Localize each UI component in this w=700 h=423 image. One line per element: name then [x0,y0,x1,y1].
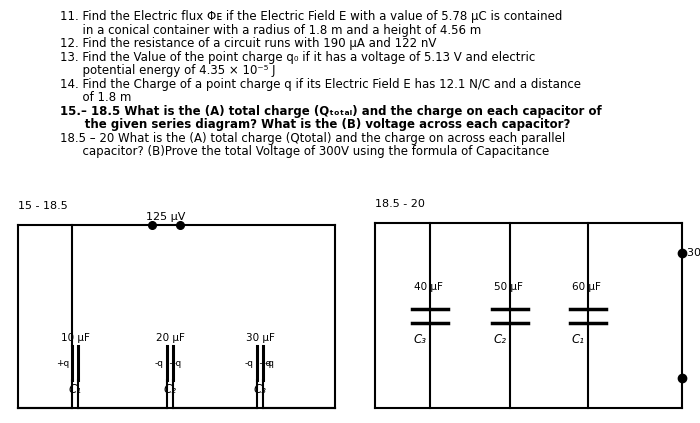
Text: -q: -q [266,359,275,368]
Text: C₃: C₃ [253,383,267,396]
Text: +q: +q [56,359,69,368]
Text: capacitor? (B)Prove the total Voltage of 300V using the formula of Capacitance: capacitor? (B)Prove the total Voltage of… [60,145,550,158]
Text: 20 μF: 20 μF [155,333,184,343]
Text: 60 μF: 60 μF [572,281,601,291]
Text: 18.5 – 20 What is the (A) total charge (Qtotal) and the charge on across each pa: 18.5 – 20 What is the (A) total charge (… [60,132,566,145]
Text: 14. Find the Charge of a point charge q if its Electric Field E has 12.1 N/C and: 14. Find the Charge of a point charge q … [60,77,581,91]
Text: C₃: C₃ [414,332,427,346]
Text: 50 μF: 50 μF [494,281,523,291]
Text: 11. Find the Electric flux Φᴇ if the Electric Field E with a value of 5.78 μC is: 11. Find the Electric flux Φᴇ if the Ele… [60,10,562,23]
Text: 18.5 - 20: 18.5 - 20 [375,199,425,209]
Text: -q: -q [245,359,254,368]
Text: of 1.8 m: of 1.8 m [60,91,132,104]
Text: -q: -q [155,359,164,368]
Text: 300 V: 300 V [687,248,700,258]
Text: 40 μF: 40 μF [414,281,443,291]
Text: C₁: C₁ [69,383,81,396]
Text: +q: +q [258,359,272,368]
Text: the given series diagram? What is the (B) voltage across each capacitor?: the given series diagram? What is the (B… [60,118,570,131]
Text: C₁: C₁ [572,332,585,346]
Text: C₂: C₂ [494,332,507,346]
Text: 12. Find the resistance of a circuit runs with 190 μA and 122 nV: 12. Find the resistance of a circuit run… [60,37,436,50]
Text: 15 - 18.5: 15 - 18.5 [18,201,68,211]
Text: in a conical container with a radius of 1.8 m and a height of 4.56 m: in a conical container with a radius of … [60,24,482,36]
Text: 15.– 18.5 What is the (A) total charge (Qₜₒₜₐₗ) and the charge on each capacitor: 15.– 18.5 What is the (A) total charge (… [60,104,602,118]
Text: 13. Find the Value of the point charge q₀ if it has a voltage of 5.13 V and elec: 13. Find the Value of the point charge q… [60,50,536,63]
Text: potential energy of 4.35 × 10⁻⁵ J: potential energy of 4.35 × 10⁻⁵ J [60,64,276,77]
Text: 125 μV: 125 μV [146,212,186,222]
Text: C₂: C₂ [164,383,176,396]
Text: +q: +q [168,359,181,368]
Text: 10 μF: 10 μF [61,333,90,343]
Text: 30 μF: 30 μF [246,333,274,343]
